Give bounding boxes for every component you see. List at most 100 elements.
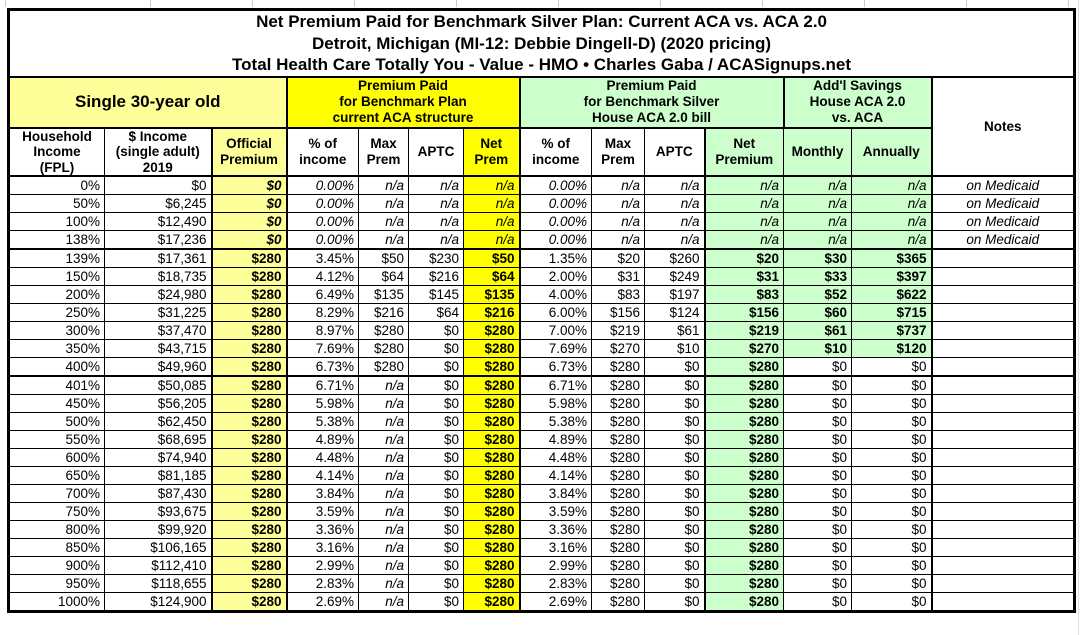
table-row: 100% $12,490 $0 0.00% n/a n/a n/a 0.00% n/a n/a n/… — [8, 212, 1076, 231]
cell-income: $43,715 — [104, 339, 213, 358]
cell-aca2-max-prem: $270 — [591, 339, 645, 358]
cell-savings-annually: $365 — [851, 248, 933, 268]
cell-aca-net-prem: $280 — [463, 502, 521, 521]
cell-aca-pct-income: 4.48% — [286, 448, 359, 467]
cell-official-premium: $280 — [211, 248, 288, 268]
column-header-income-2019: $ Income (single adult) 2019 — [104, 127, 213, 177]
cell-aca-net-prem: $280 — [463, 375, 521, 395]
cell-aca2-net-premium: $31 — [704, 267, 784, 286]
cell-aca-pct-income: 4.12% — [286, 267, 359, 286]
cell-aca2-max-prem: $280 — [591, 375, 645, 395]
spreadsheet-gridline — [762, 0, 763, 7]
cell-aca2-aptc: $0 — [644, 556, 706, 575]
cell-aca2-aptc: $0 — [644, 538, 706, 557]
table-row: 700% $87,430 $280 3.84% n/a $0 $280 3.84% $280 $0… — [8, 484, 1076, 503]
cell-income: $106,165 — [104, 538, 213, 557]
cell-official-premium: $0 — [211, 194, 288, 213]
cell-savings-annually: $715 — [851, 303, 933, 322]
cell-savings-annually: n/a — [851, 212, 933, 231]
cell-aca-aptc: $0 — [408, 556, 464, 575]
cell-savings-annually: $0 — [851, 556, 933, 575]
cell-aca-pct-income: 3.16% — [286, 538, 359, 557]
cell-income: $17,361 — [104, 248, 213, 268]
cell-fpl: 138% — [8, 230, 105, 250]
cell-aca-max-prem: n/a — [358, 574, 409, 593]
cell-aca-max-prem: n/a — [358, 230, 409, 250]
title-row: Net Premium Paid for Benchmark Silver Pl… — [7, 9, 1076, 78]
cell-fpl: 200% — [8, 285, 105, 304]
cell-savings-monthly: $60 — [783, 303, 852, 322]
table-row: 50% $6,245 $0 0.00% n/a n/a n/a 0.00% n/a n/a n/a n… — [8, 194, 1076, 213]
cell-aca2-max-prem: $280 — [591, 520, 645, 539]
spreadsheet-gridline — [660, 0, 661, 7]
cell-aca-pct-income: 2.69% — [286, 592, 359, 612]
cell-aca2-aptc: $0 — [644, 574, 706, 593]
cell-official-premium: $0 — [211, 212, 288, 231]
cell-aca2-pct-income: 4.00% — [519, 285, 592, 304]
cell-savings-annually: $0 — [851, 466, 933, 485]
cell-fpl: 950% — [8, 574, 105, 593]
cell-aca-aptc: $0 — [408, 339, 464, 358]
cell-aca2-pct-income: 4.48% — [519, 448, 592, 467]
cell-aca2-aptc: $0 — [644, 502, 706, 521]
cell-aca-pct-income: 3.45% — [286, 248, 359, 268]
cell-aca-aptc: $145 — [408, 285, 464, 304]
table-row: 950% $118,655 $280 2.83% n/a $0 $280 2.83% $280 $… — [8, 574, 1076, 593]
cell-aca2-net-premium: n/a — [704, 212, 784, 231]
table-row: 500% $62,450 $280 5.38% n/a $0 $280 5.38% $280 $0… — [8, 412, 1076, 431]
cell-official-premium: $280 — [211, 502, 288, 521]
cell-aca2-aptc: $0 — [644, 592, 706, 612]
table-row: 401% $50,085 $280 6.71% n/a $0 $280 6.71% $280 $0… — [8, 375, 1076, 395]
cell-aca2-max-prem: $83 — [591, 285, 645, 304]
cell-aca2-pct-income: 7.69% — [519, 339, 592, 358]
cell-savings-monthly: $33 — [783, 267, 852, 286]
cell-aca2-max-prem: $156 — [591, 303, 645, 322]
cell-aca-pct-income: 8.97% — [286, 321, 359, 340]
cell-aca-net-prem: $280 — [463, 466, 521, 485]
table-body: 0% $0 $0 0.00% n/a n/a n/a 0.00% n/a n/a n/a n/a n/a… — [8, 175, 1076, 612]
cell-aca-max-prem: n/a — [358, 375, 409, 395]
table-row: 550% $68,695 $280 4.89% n/a $0 $280 4.89% $280 $0… — [8, 430, 1076, 449]
cell-income: $31,225 — [104, 303, 213, 322]
cell-aca-aptc: $230 — [408, 248, 464, 268]
cell-savings-monthly: n/a — [783, 194, 852, 213]
cell-aca-max-prem: n/a — [358, 484, 409, 503]
cell-aca2-net-premium: $280 — [704, 592, 784, 612]
group-header-current-aca: Premium Paid for Benchmark Plan current … — [286, 76, 521, 129]
cell-aca-net-prem: $280 — [463, 448, 521, 467]
cell-savings-monthly: $0 — [783, 520, 852, 539]
cell-aca2-aptc: $124 — [644, 303, 706, 322]
column-header-aca2-aptc: APTC — [644, 127, 706, 177]
cell-aca-aptc: $0 — [408, 484, 464, 503]
cell-aca2-max-prem: $280 — [591, 394, 645, 413]
spreadsheet-gridline — [150, 0, 151, 7]
group-header-addl-savings: Add'l Savings House ACA 2.0 vs. ACA — [783, 76, 933, 129]
cell-aca2-pct-income: 1.35% — [519, 248, 592, 268]
cell-income: $62,450 — [104, 412, 213, 431]
cell-aca-aptc: $0 — [408, 502, 464, 521]
cell-savings-monthly: n/a — [783, 230, 852, 250]
cell-aca-net-prem: $280 — [463, 412, 521, 431]
cell-aca-net-prem: $280 — [463, 430, 521, 449]
cell-fpl: 850% — [8, 538, 105, 557]
cell-savings-annually: $737 — [851, 321, 933, 340]
cell-fpl: 1000% — [8, 592, 105, 612]
cell-aca-max-prem: n/a — [358, 212, 409, 231]
cell-aca2-pct-income: 4.14% — [519, 466, 592, 485]
column-header-savings-annually: Annually — [851, 127, 933, 177]
cell-aca2-pct-income: 0.00% — [519, 194, 592, 213]
cell-aca-max-prem: $50 — [358, 248, 409, 268]
cell-savings-monthly: $0 — [783, 448, 852, 467]
cell-aca2-pct-income: 4.89% — [519, 430, 592, 449]
cell-aca2-net-premium: $20 — [704, 248, 784, 268]
cell-fpl: 900% — [8, 556, 105, 575]
cell-aca-net-prem: $280 — [463, 339, 521, 358]
cell-aca-max-prem: n/a — [358, 194, 409, 213]
cell-aca2-max-prem: $280 — [591, 502, 645, 521]
table-row: 850% $106,165 $280 3.16% n/a $0 $280 3.16% $280 $… — [8, 538, 1076, 557]
column-header-row: Household Income (FPL) $ Income (single … — [8, 127, 1075, 177]
cell-aca-pct-income: 5.38% — [286, 412, 359, 431]
cell-aca-max-prem: $64 — [358, 267, 409, 286]
cell-aca2-pct-income: 2.00% — [519, 267, 592, 286]
cell-fpl: 450% — [8, 394, 105, 413]
